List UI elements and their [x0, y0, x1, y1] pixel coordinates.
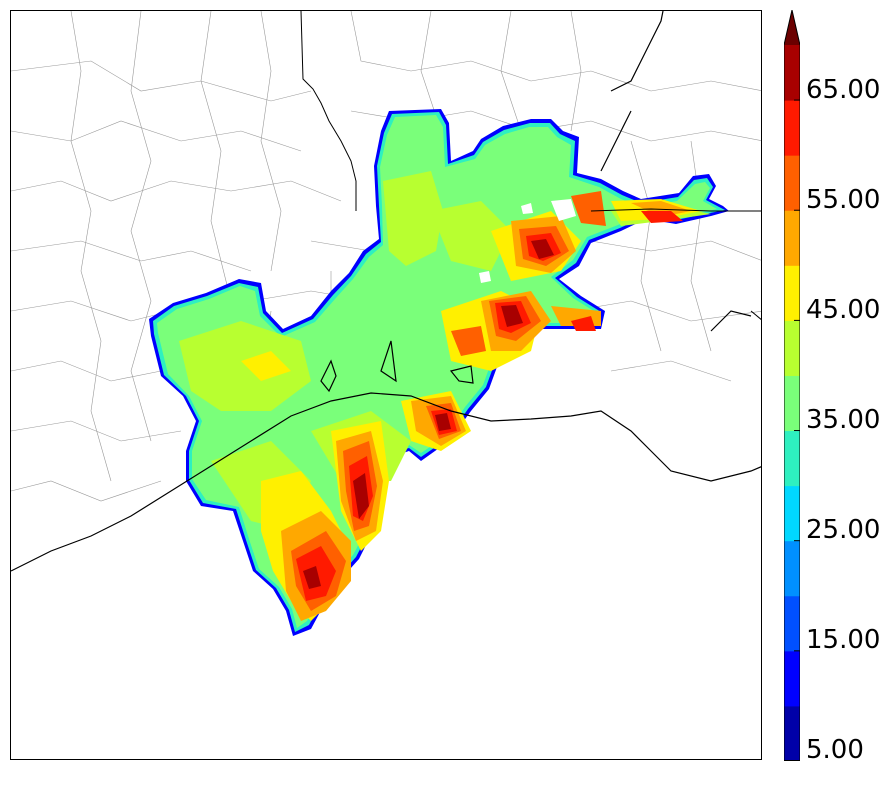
coastline [11, 11, 761, 572]
colorbar-segment [784, 540, 800, 597]
colorbar-segment [784, 155, 800, 211]
colorbar-segment [784, 705, 800, 761]
colorbar-label-15: 15.00 [806, 625, 881, 655]
colorbar-segment [784, 595, 800, 652]
reflectivity-field [149, 109, 729, 636]
colorbar-segment [784, 45, 800, 101]
colorbar-label-35: 35.00 [806, 405, 881, 435]
colorbar-label-5: 5.00 [806, 735, 864, 765]
map-canvas [11, 11, 761, 636]
echo-darkred-cores [303, 239, 554, 589]
map-panel [10, 10, 762, 760]
colorbar-segment [784, 485, 800, 542]
echo-holes [479, 199, 576, 283]
colorbar-segment [784, 375, 800, 432]
colorbar-segment [784, 210, 800, 266]
colorbar-label-25: 25.00 [806, 515, 881, 545]
colorbar [784, 10, 800, 761]
colorbar-segment [784, 320, 800, 376]
colorbar-segment [784, 100, 800, 156]
colorbar-label-45: 45.00 [806, 295, 881, 325]
colorbar-extend-triangle [784, 10, 800, 45]
colorbar-segment [784, 265, 800, 321]
colorbar-segment [784, 430, 800, 487]
colorbar-label-55: 55.00 [806, 185, 881, 215]
colorbar-label-65: 65.00 [806, 75, 881, 105]
state-borders [300, 11, 761, 320]
colorbar-segment [784, 650, 800, 707]
colorbar-outline [784, 10, 800, 761]
